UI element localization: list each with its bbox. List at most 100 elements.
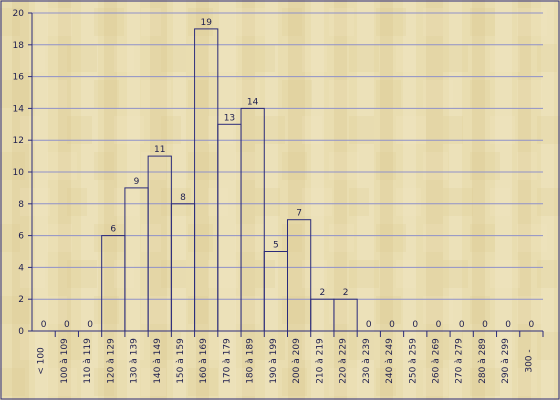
wood-grain-patch: [47, 152, 77, 180]
wood-grain-patch: [537, 188, 560, 216]
x-tick-label: 270 à 279: [455, 338, 465, 384]
wood-grain-patch: [349, 332, 374, 360]
wood-grain-patch: [537, 44, 557, 72]
wood-grain-patch: [349, 188, 369, 216]
wood-grain-patch: [161, 332, 181, 360]
wood-grain-patch: [0, 8, 20, 36]
x-tick-label: 210 à 219: [315, 338, 325, 384]
wood-grain-patch: [537, 332, 560, 360]
wood-grain-patch: [67, 260, 97, 288]
wood-grain-patch: [282, 152, 307, 180]
y-tick-label: 12: [13, 136, 24, 146]
wood-plank-stripe: [242, 0, 255, 400]
x-tick-label: 300 -: [524, 349, 534, 372]
wood-grain-patch: [161, 188, 191, 216]
x-tick-label: 170 à 179: [222, 338, 232, 384]
wood-grain-patch: [329, 80, 349, 108]
wood-grain-patch: [161, 260, 186, 288]
wood-grain-patch: [255, 188, 280, 216]
data-label: 7: [296, 209, 302, 219]
wood-grain-patch: [490, 332, 515, 360]
wood-grain-patch: [490, 44, 520, 72]
x-tick-label: 290 à 299: [501, 338, 511, 384]
wood-grain-patch: [517, 296, 542, 324]
wood-grain-patch: [141, 296, 171, 324]
wood-plank-stripe: [12, 0, 29, 400]
wood-grain-patch: [470, 296, 490, 324]
wood-grain-patch: [302, 188, 332, 216]
wood-grain-patch: [141, 368, 166, 396]
chart-axes: [28, 12, 544, 337]
wood-grain-patch: [255, 260, 275, 288]
wood-plank-stripe: [472, 0, 485, 400]
wood-grain-patch: [282, 8, 302, 36]
wood-plank-stripe: [196, 0, 209, 400]
wood-grain-patch: [141, 224, 161, 252]
wood-grain-patch: [235, 296, 260, 324]
wood-grain-patch: [490, 116, 515, 144]
wood-grain-patch: [302, 116, 322, 144]
data-label: 0: [87, 320, 93, 330]
wood-grain-patch: [94, 152, 114, 180]
wood-grain-patch: [349, 44, 379, 72]
wood-grain-patch: [161, 44, 186, 72]
wood-grain-patch: [490, 260, 520, 288]
wood-grain-patch: [302, 260, 327, 288]
wood-grain-patch: [517, 152, 537, 180]
y-tick-label: 8: [18, 200, 24, 210]
wood-grain-patch: [255, 116, 285, 144]
wood-grain-patch: [208, 332, 233, 360]
wood-plank-stripe: [219, 0, 236, 400]
wood-plank-stripe: [127, 0, 140, 400]
wood-grain-patch: [20, 332, 40, 360]
wood-grain-patch: [114, 116, 144, 144]
wood-grain-patch: [329, 296, 349, 324]
wood-grain-patch: [329, 8, 354, 36]
wood-grain-patch: [423, 80, 453, 108]
wood-grain-patch: [349, 260, 379, 288]
data-label: 13: [224, 113, 235, 123]
wood-grain-patch: [443, 44, 468, 72]
wood-grain-patch: [517, 80, 542, 108]
wood-grain-patch: [537, 260, 557, 288]
wood-grain-patch: [376, 80, 401, 108]
data-label: 19: [200, 18, 212, 28]
wood-grain-patch: [188, 296, 208, 324]
x-tick-label: 240 à 249: [385, 338, 395, 384]
x-tick-label: 150 à 159: [176, 338, 186, 384]
wood-grain-patch: [470, 80, 490, 108]
wood-grain-patch: [0, 368, 25, 396]
x-tick-label: 180 à 189: [246, 338, 256, 384]
wood-grain-patch: [114, 188, 139, 216]
y-tick-label: 0: [18, 327, 24, 337]
y-tick-label: 6: [18, 232, 24, 242]
wood-plank-stripe: [104, 0, 117, 400]
y-tick-label: 10: [13, 168, 25, 178]
wood-grain-patch: [141, 152, 166, 180]
data-label: 0: [366, 320, 372, 330]
x-tick-label: 230 à 239: [362, 338, 372, 384]
x-tick-label: 130 à 139: [130, 338, 140, 384]
wood-grain-patch: [67, 116, 92, 144]
wood-grain-patch: [282, 224, 302, 252]
data-label: 0: [412, 320, 418, 330]
wood-grain-patch: [141, 8, 161, 36]
wood-grain-patch: [423, 8, 443, 36]
wood-grain-patch: [282, 368, 307, 396]
wood-grain-patch: [376, 368, 396, 396]
wood-grain-patch: [396, 332, 426, 360]
wood-grain-patch: [517, 368, 537, 396]
wood-grain-patch: [470, 224, 495, 252]
wood-grain-patch: [470, 8, 495, 36]
y-tick-label: 18: [13, 41, 25, 51]
data-label: 14: [247, 97, 259, 107]
wood-grain-patch: [329, 368, 359, 396]
wood-plank-stripe: [495, 0, 512, 400]
wood-plank-stripe: [311, 0, 324, 400]
wood-plank-stripe: [288, 0, 305, 400]
wood-grain-patch: [302, 332, 322, 360]
